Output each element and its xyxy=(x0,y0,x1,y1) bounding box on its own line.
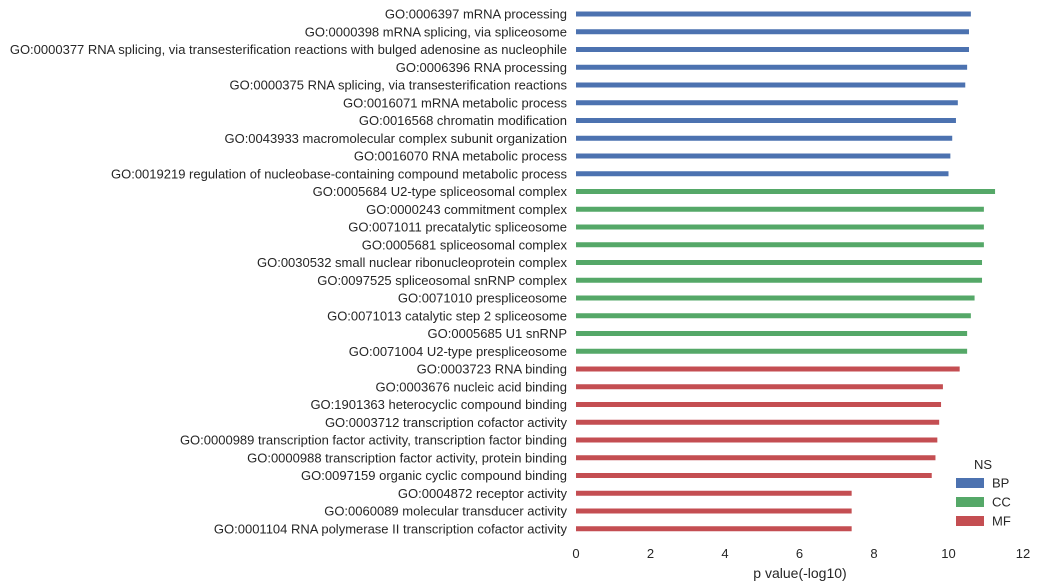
bar-mf xyxy=(576,508,852,514)
category-label: GO:0000243 commitment complex xyxy=(366,202,567,217)
category-label: GO:0005684 U2-type spliceosomal complex xyxy=(313,184,568,199)
category-label: GO:0071011 precatalytic spliceosome xyxy=(348,220,567,235)
category-label: GO:0060089 molecular transducer activity xyxy=(324,504,567,519)
category-label: GO:0097159 organic cyclic compound bindi… xyxy=(301,468,567,483)
bar-cc xyxy=(576,331,968,336)
legend-swatch-bp xyxy=(956,478,984,488)
category-label: GO:0071004 U2-type prespliceosome xyxy=(349,344,567,359)
category-label: GO:0006397 mRNA processing xyxy=(385,7,567,22)
category-label: GO:0071010 prespliceosome xyxy=(398,291,567,306)
x-tick-label: 10 xyxy=(941,546,955,561)
category-label: GO:0016071 mRNA metabolic process xyxy=(343,95,567,110)
legend-label-cc: CC xyxy=(992,495,1011,510)
category-label: GO:0071013 catalytic step 2 spliceosome xyxy=(327,308,567,323)
bar-cc xyxy=(576,224,984,230)
bar-mf xyxy=(576,526,852,532)
x-tick-label: 2 xyxy=(647,546,654,561)
x-axis: 0 2 4 6 8 10 12 xyxy=(572,546,1030,561)
x-tick-label: 8 xyxy=(870,546,877,561)
bar-bp xyxy=(576,135,953,141)
category-label: GO:0030532 small nuclear ribonucleoprote… xyxy=(257,255,568,270)
category-label: GO:0043933 macromolecular complex subuni… xyxy=(224,131,567,146)
bar-mf xyxy=(576,419,940,425)
bar-cc xyxy=(576,313,971,319)
bar-mf xyxy=(576,366,960,372)
legend-label-bp: BP xyxy=(992,476,1009,491)
bar-cc xyxy=(576,348,968,354)
x-tick-label: 0 xyxy=(572,546,579,561)
legend-swatch-cc xyxy=(956,497,984,507)
category-label: GO:0000988 transcription factor activity… xyxy=(247,450,567,465)
category-label: GO:0003712 transcription cofactor activi… xyxy=(325,415,568,430)
category-label: GO:0000398 mRNA splicing, via spliceosom… xyxy=(305,24,567,39)
category-label: GO:0019219 regulation of nucleobase-cont… xyxy=(111,166,568,181)
category-labels: GO:0006397 mRNA processing GO:0000398 mRN… xyxy=(10,7,568,537)
legend: NS BP CC MF xyxy=(956,457,1011,529)
category-label: GO:0006396 RNA processing xyxy=(396,60,567,75)
bar-mf xyxy=(576,455,936,461)
bar-bp xyxy=(576,100,958,106)
x-tick-label: 12 xyxy=(1016,546,1030,561)
category-label: GO:1901363 heterocyclic compound binding xyxy=(310,397,567,412)
category-label: GO:0016070 RNA metabolic process xyxy=(354,149,568,164)
x-axis-title: p value(-log10) xyxy=(753,565,846,581)
bar-bp xyxy=(576,47,969,52)
bar-mf xyxy=(576,490,852,496)
bar-bp xyxy=(576,118,956,123)
bar-cc xyxy=(576,242,984,248)
category-label: GO:0005681 spliceosomal complex xyxy=(362,237,568,252)
bar-mf xyxy=(576,473,932,478)
category-label: GO:0005685 U1 snRNP xyxy=(428,326,567,341)
bar-cc xyxy=(576,277,983,283)
bar-cc xyxy=(576,189,996,194)
bar-mf xyxy=(576,384,943,390)
legend-label-mf: MF xyxy=(992,514,1011,529)
bar-bp xyxy=(576,29,969,35)
x-tick-label: 4 xyxy=(721,546,728,561)
bar-bp xyxy=(576,11,971,17)
legend-swatch-mf xyxy=(956,516,984,526)
category-label: GO:0000377 RNA splicing, via transesteri… xyxy=(10,42,567,57)
category-label: GO:0097525 spliceosomal snRNP complex xyxy=(317,273,567,288)
bar-mf xyxy=(576,402,942,407)
category-label: GO:0001104 RNA polymerase II transcripti… xyxy=(214,521,568,536)
bar-bp xyxy=(576,82,966,88)
category-label: GO:0003723 RNA binding xyxy=(417,362,567,377)
bar-cc xyxy=(576,260,983,265)
x-tick-label: 6 xyxy=(796,546,803,561)
bar-bp xyxy=(576,64,968,70)
category-label: GO:0000989 transcription factor activity… xyxy=(180,433,567,448)
bars-layer xyxy=(576,11,996,532)
bar-cc xyxy=(576,295,975,301)
bar-bp xyxy=(576,171,949,177)
bar-cc xyxy=(576,206,984,212)
category-label: GO:0016568 chromatin modification xyxy=(359,113,567,128)
category-label: GO:0004872 receptor activity xyxy=(398,486,568,501)
legend-title: NS xyxy=(974,457,992,472)
category-label: GO:0000375 RNA splicing, via transesteri… xyxy=(230,78,568,93)
bar-bp xyxy=(576,153,951,159)
category-label: GO:0003676 nucleic acid binding xyxy=(375,379,567,394)
bar-mf xyxy=(576,437,938,443)
